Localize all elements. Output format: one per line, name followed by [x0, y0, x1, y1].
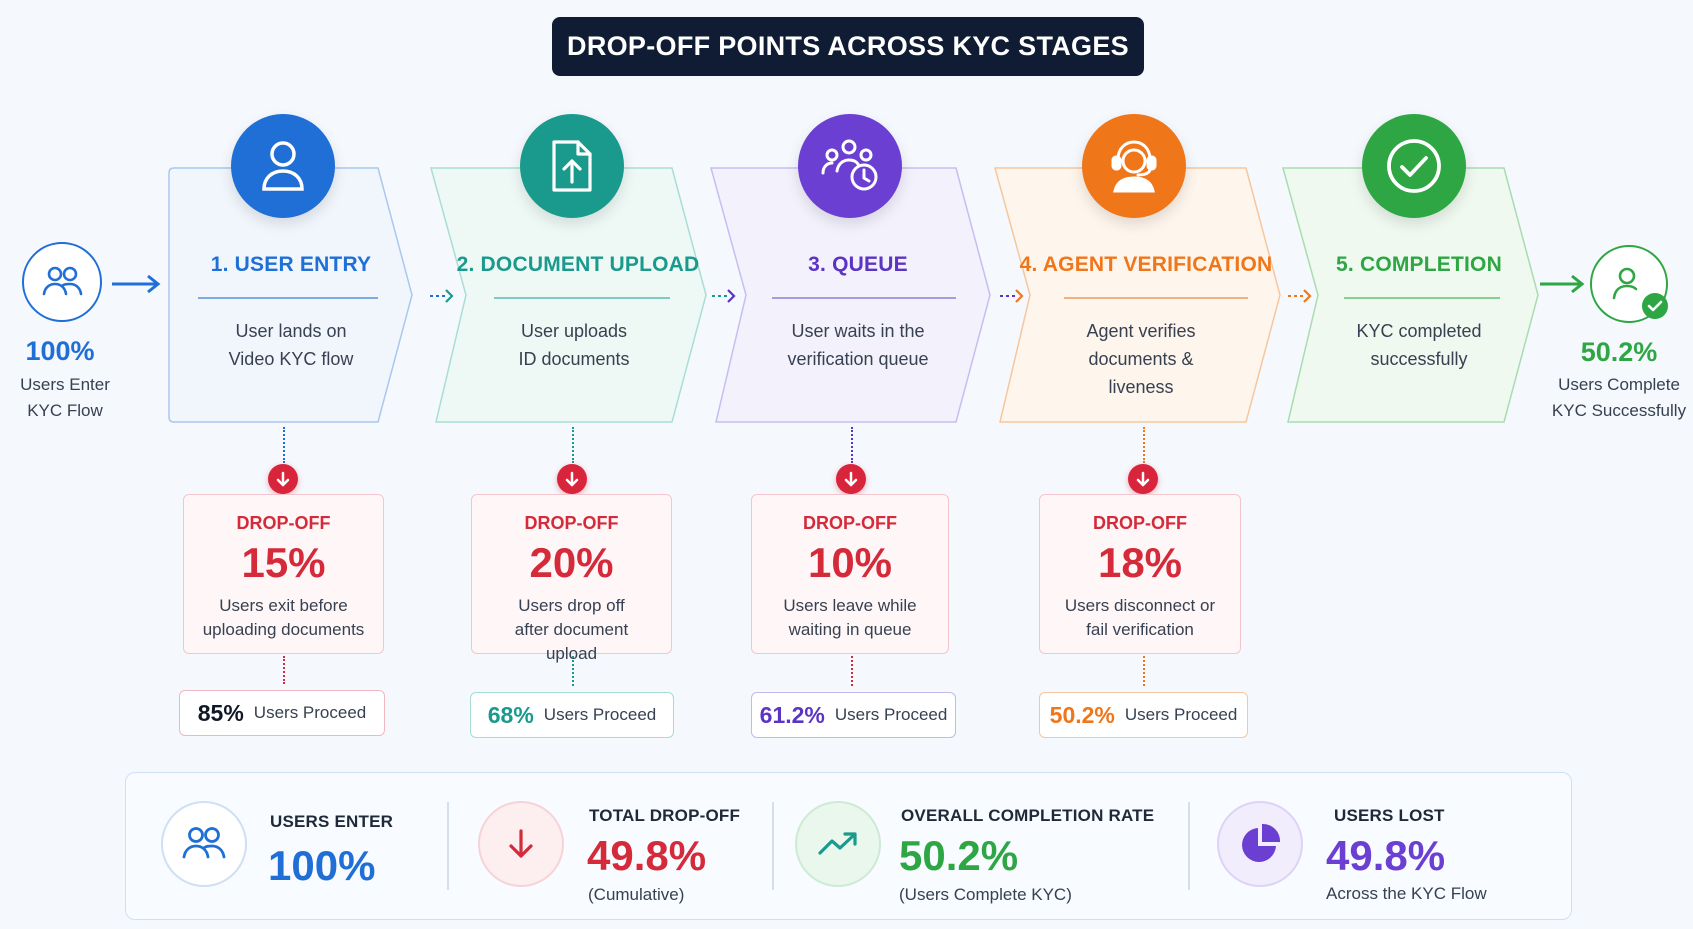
dropoff-card: DROP-OFF 20% Users drop off after docume…	[471, 494, 672, 663]
stage-title: 3. QUEUE	[808, 253, 908, 276]
check-badge-icon	[1642, 293, 1668, 319]
proceed-label: Users Proceed	[543, 705, 657, 724]
dropoff-connector	[1143, 427, 1145, 463]
dropoff-label: DROP-OFF	[1093, 513, 1187, 533]
stage-title: 5. COMPLETION	[1336, 253, 1502, 276]
summary-subtext: (Users Complete KYC)	[899, 885, 1072, 904]
dropoff-description: Users drop off after document upload	[514, 596, 629, 663]
proceed-badge: 61.2% Users Proceed	[751, 692, 956, 738]
user-icon	[231, 114, 335, 218]
proceed-label: Users Proceed	[1124, 705, 1238, 724]
summary-value: 49.8%	[1326, 832, 1446, 879]
proceed-connector	[851, 656, 853, 686]
arrow-down-icon	[478, 801, 564, 887]
dropoff-description: Users disconnect or fail verification	[1064, 596, 1216, 639]
summary-subtext: Across the KYC Flow	[1326, 884, 1487, 903]
proceed-connector	[283, 656, 285, 684]
proceed-percent: 61.2%	[759, 701, 825, 728]
entry-label: Users Enter KYC Flow	[20, 375, 110, 420]
summary-value: 50.2%	[899, 832, 1019, 879]
proceed-connector	[1143, 656, 1145, 686]
summary-label: USERS ENTER	[270, 812, 394, 831]
stage-queue: 3. QUEUE User waits in the verification …	[708, 165, 994, 425]
entry-arrow-icon	[112, 274, 161, 294]
page-title: DROP-OFF POINTS ACROSS KYC STAGES	[552, 17, 1144, 76]
document-upload-icon	[520, 114, 624, 218]
dropoff-card: DROP-OFF 18% Users disconnect or fail ve…	[1039, 494, 1241, 654]
stage-divider	[198, 297, 378, 299]
proceed-badge: 50.2% Users Proceed	[1039, 692, 1248, 738]
summary-value: 49.8%	[587, 832, 707, 879]
stage-divider	[772, 297, 956, 299]
stage-completion: 5. COMPLETION KYC completed successfully	[1280, 165, 1542, 425]
proceed-badge: 85% Users Proceed	[179, 690, 385, 736]
entry-percent: 100%	[25, 336, 95, 366]
dropoff-percent: 10%	[807, 539, 893, 586]
stage-description: User uploads ID documents	[518, 321, 630, 369]
proceed-label: Users Proceed	[253, 703, 367, 722]
arrow-down-icon	[1128, 464, 1158, 494]
proceed-label: Users Proceed	[834, 705, 948, 724]
pie-chart-icon	[1217, 801, 1303, 887]
exit-percent: 50.2%	[1580, 337, 1658, 367]
proceed-connector	[572, 656, 574, 686]
agent-headset-icon	[1082, 114, 1186, 218]
check-circle-icon	[1362, 114, 1466, 218]
stage-description: KYC completed successfully	[1356, 321, 1482, 369]
summary-divider	[772, 802, 774, 890]
queue-clock-icon	[798, 114, 902, 218]
arrow-down-icon	[557, 464, 587, 494]
dropoff-card: DROP-OFF 10% Users leave while waiting i…	[751, 494, 949, 654]
summary-label: OVERALL COMPLETION RATE	[901, 806, 1155, 825]
summary-label: TOTAL DROP-OFF	[589, 806, 741, 825]
connector-arrow-icon	[1288, 289, 1312, 303]
dropoff-percent: 15%	[241, 539, 326, 586]
proceed-badge: 68% Users Proceed	[470, 692, 674, 738]
stage-description: User lands on Video KYC flow	[228, 321, 354, 369]
stage-document-upload: 2. DOCUMENT UPLOAD User uploads ID docum…	[428, 165, 710, 425]
connector-arrow-icon	[1000, 289, 1024, 303]
connector-arrow-icon	[712, 289, 736, 303]
arrow-down-icon	[268, 464, 298, 494]
stage-title: 2. DOCUMENT UPLOAD	[456, 253, 700, 276]
summary-value: 100%	[268, 842, 376, 889]
dropoff-label: DROP-OFF	[236, 513, 331, 533]
stage-divider	[1344, 297, 1500, 299]
exit-label: Users Complete KYC Successfully	[1551, 375, 1687, 420]
entry-users-icon	[22, 242, 102, 322]
users-icon	[161, 801, 247, 887]
arrow-down-icon	[836, 464, 866, 494]
dropoff-card: DROP-OFF 15% Users exit before uploading…	[183, 494, 384, 654]
proceed-percent: 50.2%	[1049, 701, 1115, 728]
stage-description: User waits in the verification queue	[787, 321, 929, 369]
stage-divider	[494, 297, 670, 299]
user-check-icon	[1590, 245, 1668, 323]
dropoff-label: DROP-OFF	[803, 513, 897, 533]
trend-up-icon	[795, 801, 881, 887]
dropoff-description: Users exit before uploading documents	[202, 596, 365, 639]
dropoff-label: DROP-OFF	[524, 513, 619, 533]
stage-user-entry: 1. USER ENTRY User lands on Video KYC fl…	[166, 165, 416, 425]
dropoff-connector	[851, 427, 853, 463]
stage-divider	[1064, 297, 1248, 299]
summary-panel: USERS ENTER 100% TOTAL DROP-OFF 49.8% (C…	[125, 772, 1572, 920]
stage-agent-verification: 4. AGENT VERIFICATION Agent verifies doc…	[992, 165, 1284, 425]
stage-title: 4. AGENT VERIFICATION	[1019, 253, 1273, 276]
summary-divider	[447, 802, 449, 890]
stage-title: 1. USER ENTRY	[210, 253, 372, 276]
proceed-percent: 85%	[197, 699, 244, 726]
exit-arrow-icon	[1540, 274, 1585, 294]
summary-divider	[1188, 802, 1190, 890]
proceed-percent: 68%	[487, 701, 534, 728]
stage-description: Agent verifies documents & liveness	[1086, 321, 1196, 397]
dropoff-percent: 18%	[1097, 539, 1183, 586]
dropoff-connector	[283, 427, 285, 463]
summary-subtext: (Cumulative)	[588, 885, 685, 904]
summary-label: USERS LOST	[1334, 806, 1445, 825]
dropoff-description: Users leave while waiting in queue	[783, 596, 917, 639]
connector-arrow-icon	[430, 289, 454, 303]
dropoff-percent: 20%	[529, 539, 614, 586]
dropoff-connector	[572, 427, 574, 463]
